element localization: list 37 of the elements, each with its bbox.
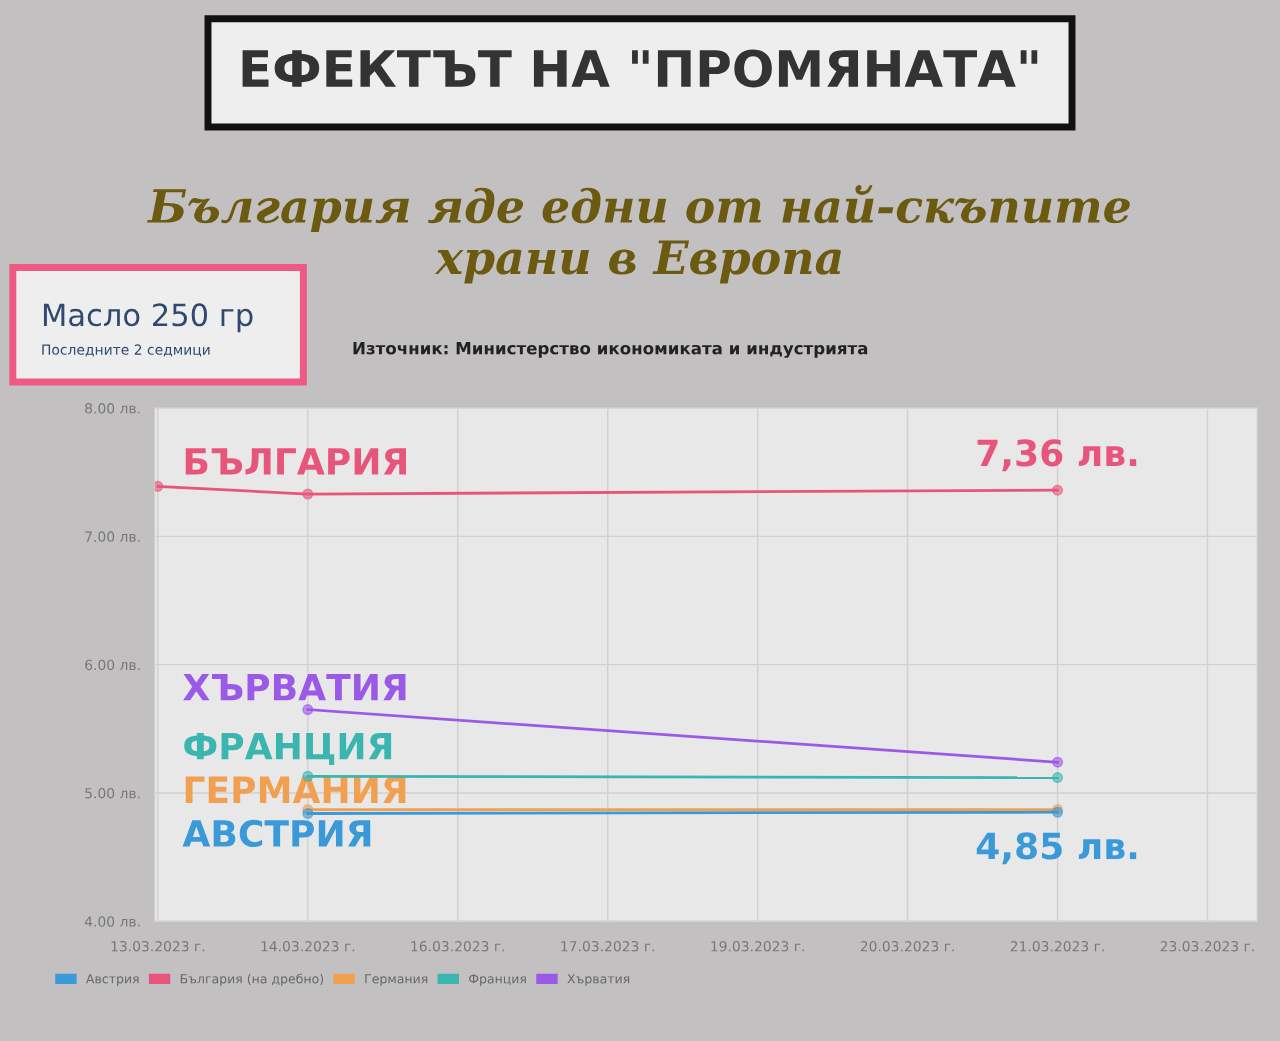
x-tick-label: 21.03.2023 г. [1010, 940, 1104, 952]
point [302, 704, 314, 716]
x-tick-label: 20.03.2023 г. [860, 940, 954, 952]
y-tick-label: 8.00 лв. [85, 403, 140, 414]
annotation: БЪЛГАРИЯ [185, 448, 407, 475]
data-label: 4,85 лв. [976, 832, 1137, 865]
chart-title: ЕФЕКТЪТ НА "ПРОМЯНАТА" [242, 49, 1038, 88]
legend-label: Хърватия [567, 974, 630, 986]
annotation: АВСТРИЯ [182, 819, 371, 848]
x-tick-label: 13.03.2023 г. [111, 940, 205, 952]
point [1051, 772, 1064, 784]
x-tick-label: 14.03.2023 г. [261, 940, 355, 952]
annotation: ХЪРВАТИЯ [183, 673, 406, 701]
annotation: ФРАНЦИЯ [184, 733, 392, 765]
y-tick-label: 7.00 лв. [85, 531, 140, 542]
data-label: 7,36 лв. [977, 439, 1137, 472]
y-tick-label: 5.00 лв. [85, 787, 140, 799]
text: Източник: Министерство икономиката и индустрията [353, 342, 868, 358]
legend-label: България (на дребно) [180, 973, 324, 986]
y-tick-label: 6.00 лв. [85, 659, 140, 671]
text: Масло 250 гр [43, 303, 253, 333]
point [154, 480, 164, 492]
point [1051, 484, 1064, 496]
x-tick-label: 16.03.2023 г. [411, 940, 505, 952]
legend-label: Германия [365, 974, 428, 986]
x-tick-label: 17.03.2023 г. [561, 940, 655, 952]
legend-label: Австрия [86, 974, 139, 986]
point [1051, 756, 1064, 768]
x-tick-label: 23.03.2023 г. [1160, 940, 1254, 952]
point [302, 807, 314, 820]
annotation: ГЕРМАНИЯ [185, 776, 406, 803]
text: Последните 2 седмици [42, 344, 210, 357]
y-tick-label: 4.00 лв. [84, 916, 140, 927]
x-tick-label: 19.03.2023 г. [711, 940, 804, 952]
legend-label: Франция [469, 974, 526, 986]
point [302, 488, 314, 500]
chart-subtitle: България яде едни от най-скъпите храни в Европа [147, 185, 1130, 284]
